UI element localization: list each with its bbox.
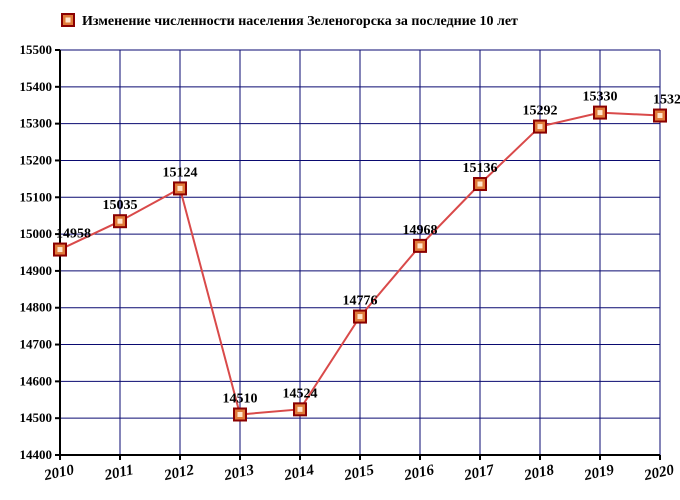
y-tick-label: 14800: [20, 300, 53, 315]
data-marker-inner: [298, 407, 303, 412]
y-tick-label: 15100: [20, 189, 53, 204]
y-tick-label: 14400: [20, 447, 53, 462]
data-label: 15136: [463, 161, 498, 176]
data-label: 14968: [403, 223, 438, 238]
data-marker-inner: [178, 186, 183, 191]
data-label: 15330: [583, 90, 618, 105]
data-marker-inner: [658, 113, 663, 118]
data-label: 14524: [283, 386, 318, 401]
y-tick-label: 14700: [20, 337, 53, 352]
data-label: 15124: [163, 165, 198, 180]
data-label: 15322: [653, 93, 680, 108]
y-tick-label: 14600: [20, 373, 53, 388]
data-label: 14958: [56, 227, 91, 242]
data-marker-inner: [58, 247, 63, 252]
legend-marker-inner: [66, 18, 71, 23]
data-marker-inner: [238, 412, 243, 417]
y-tick-label: 15500: [20, 42, 53, 57]
data-marker-inner: [538, 124, 543, 129]
y-tick-label: 14900: [20, 263, 53, 278]
data-label: 14510: [223, 392, 258, 407]
data-marker-inner: [118, 219, 123, 224]
data-marker-inner: [358, 314, 363, 319]
data-label: 15292: [523, 104, 558, 119]
y-tick-label: 15200: [20, 152, 53, 167]
legend-label: Изменение численности населения Зеленого…: [82, 14, 518, 29]
population-line-chart: 14400 14500 14600 14700 14800 14900 15000 15100…: [0, 0, 680, 500]
data-marker-inner: [478, 182, 483, 187]
data-marker-inner: [418, 243, 423, 248]
y-tick-label: 14500: [20, 410, 53, 425]
data-label: 14776: [343, 294, 378, 309]
data-marker-inner: [598, 110, 603, 115]
data-label: 15035: [103, 198, 138, 213]
y-tick-label: 15000: [20, 226, 53, 241]
y-tick-label: 15300: [20, 116, 53, 131]
y-tick-label: 15400: [20, 79, 53, 94]
